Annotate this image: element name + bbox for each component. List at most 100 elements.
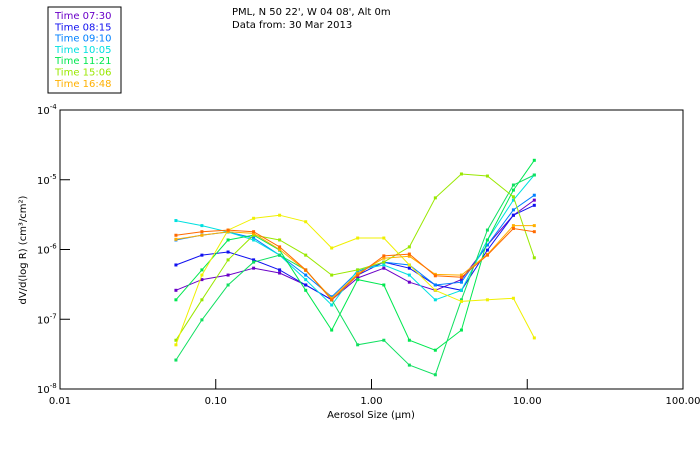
data-point <box>382 236 386 240</box>
data-point <box>304 268 308 272</box>
data-point <box>485 253 489 257</box>
data-point <box>304 283 308 287</box>
data-point <box>485 238 489 242</box>
data-point <box>407 252 411 256</box>
data-point <box>459 172 463 176</box>
legend-box <box>47 6 122 94</box>
data-point <box>330 296 334 300</box>
data-point <box>407 280 411 284</box>
data-point <box>226 258 230 262</box>
data-point <box>532 256 536 260</box>
data-point <box>485 228 489 232</box>
legend-entry: Time 16:48 <box>54 79 111 90</box>
data-point <box>200 298 204 302</box>
legend-entry: Time 08:15 <box>54 22 111 33</box>
data-point <box>511 198 515 202</box>
data-point <box>382 266 386 270</box>
data-point <box>459 298 463 302</box>
data-point <box>200 230 204 234</box>
legend-entry: Time 07:30 <box>54 11 111 22</box>
data-point <box>511 208 515 212</box>
data-point <box>252 258 256 262</box>
data-point <box>382 263 386 267</box>
data-point <box>174 237 178 241</box>
data-point <box>485 174 489 178</box>
data-point <box>278 213 282 217</box>
series-line <box>175 194 535 298</box>
data-point <box>278 253 282 257</box>
y-tick-label: 10-8 <box>37 382 57 396</box>
data-point <box>356 236 360 240</box>
data-point <box>407 245 411 249</box>
x-tick-label: 10.00 <box>513 396 542 407</box>
data-point <box>252 238 256 242</box>
data-point <box>459 273 463 277</box>
x-tick-label: 0.10 <box>205 396 227 407</box>
data-point <box>433 298 437 302</box>
data-point <box>382 260 386 264</box>
data-point <box>459 288 463 292</box>
legend-entry: Time 09:10 <box>54 34 111 45</box>
data-point <box>511 188 515 192</box>
data-point <box>356 268 360 272</box>
data-point <box>226 228 230 232</box>
data-point <box>532 198 536 202</box>
data-point <box>532 203 536 207</box>
data-point <box>226 230 230 234</box>
data-point <box>174 358 178 362</box>
y-tick-label: 10-6 <box>37 243 57 257</box>
data-point <box>174 288 178 292</box>
data-point <box>459 328 463 332</box>
data-point <box>252 233 256 237</box>
data-point <box>433 373 437 377</box>
legend-entry: Time 11:21 <box>54 56 111 67</box>
data-point <box>485 243 489 247</box>
data-point <box>532 173 536 177</box>
x-tick-label: 0.01 <box>49 396 71 407</box>
data-point <box>459 280 463 284</box>
y-tick-label: 10-4 <box>37 103 57 117</box>
data-point <box>532 158 536 162</box>
data-point <box>330 328 334 332</box>
data-point <box>330 303 334 307</box>
data-point <box>511 296 515 300</box>
data-point <box>532 193 536 197</box>
data-point <box>278 248 282 251</box>
data-point <box>356 273 360 277</box>
data-point <box>485 248 489 252</box>
data-point <box>532 336 536 340</box>
data-point <box>278 238 282 242</box>
data-point <box>382 338 386 342</box>
series-time-15-06 <box>174 172 536 342</box>
data-point <box>433 348 437 352</box>
data-point <box>200 273 204 277</box>
data-point <box>174 233 178 237</box>
data-point <box>511 183 515 187</box>
data-point <box>304 278 308 282</box>
data-point <box>200 318 204 322</box>
data-point <box>252 236 256 240</box>
series-time-11-21 <box>174 158 536 352</box>
data-point <box>532 224 536 228</box>
data-point <box>200 268 204 272</box>
series-line <box>175 225 535 300</box>
y-axis-label: dV/d(log R) (cm³/cm²) <box>18 195 29 304</box>
data-point <box>200 224 204 228</box>
data-point <box>252 230 256 234</box>
data-point <box>330 298 334 302</box>
data-point <box>382 254 386 258</box>
series-time-15-06 <box>174 213 536 347</box>
data-point <box>356 278 360 282</box>
data-point <box>382 256 386 260</box>
data-point <box>174 338 178 342</box>
data-point <box>433 196 437 200</box>
data-point <box>356 343 360 347</box>
plot-frame <box>59 109 684 390</box>
data-point <box>459 278 463 282</box>
data-point <box>278 271 282 275</box>
data-point <box>200 233 204 237</box>
chart-title-line-1: PML, N 50 22', W 04 08', Alt 0m <box>232 7 391 18</box>
data-point <box>511 213 515 217</box>
y-tick-label: 10-5 <box>37 173 57 187</box>
